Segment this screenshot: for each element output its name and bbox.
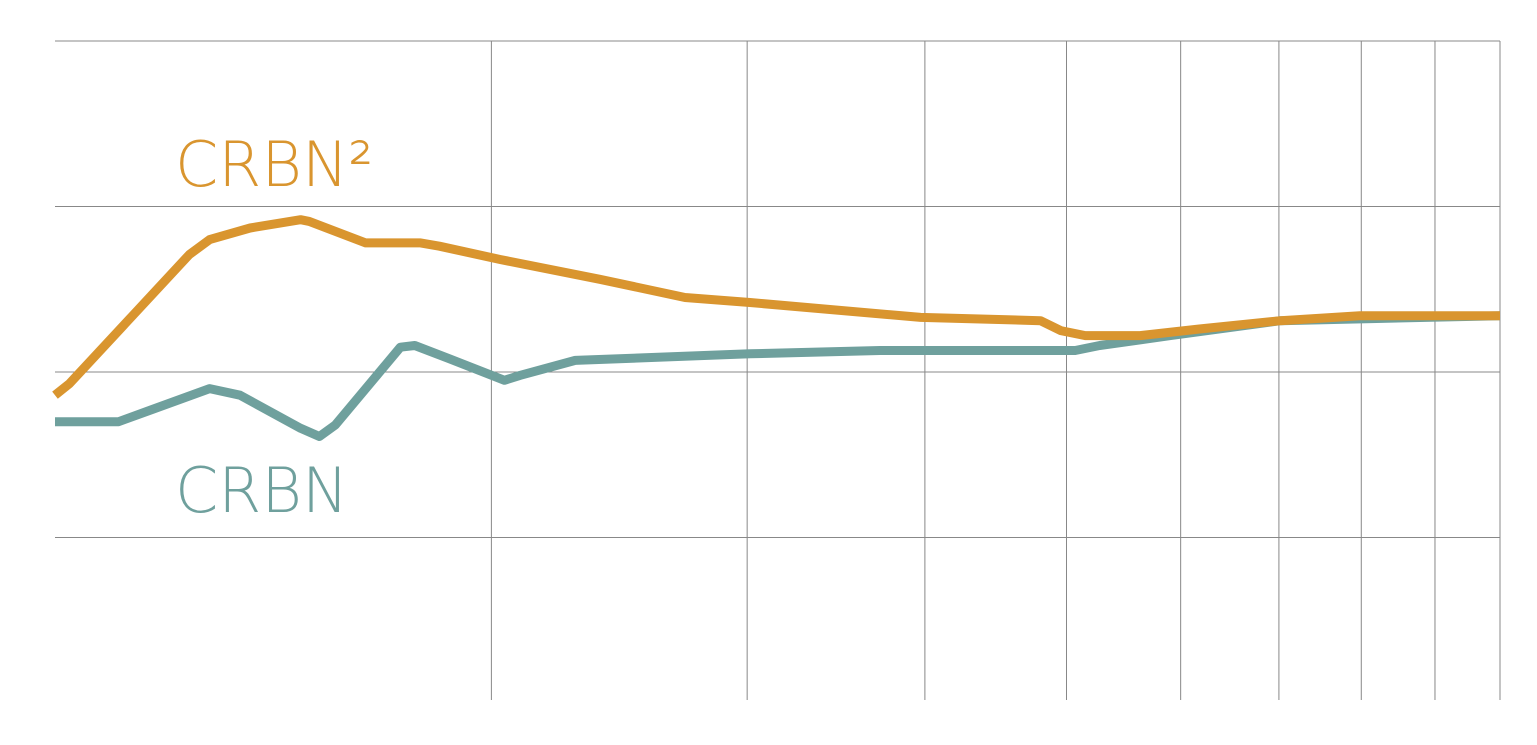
series-label: CRBN²	[175, 128, 373, 201]
series-label: CRBN	[175, 454, 348, 527]
line-series	[52, 215, 1500, 399]
line-series	[55, 311, 1501, 441]
